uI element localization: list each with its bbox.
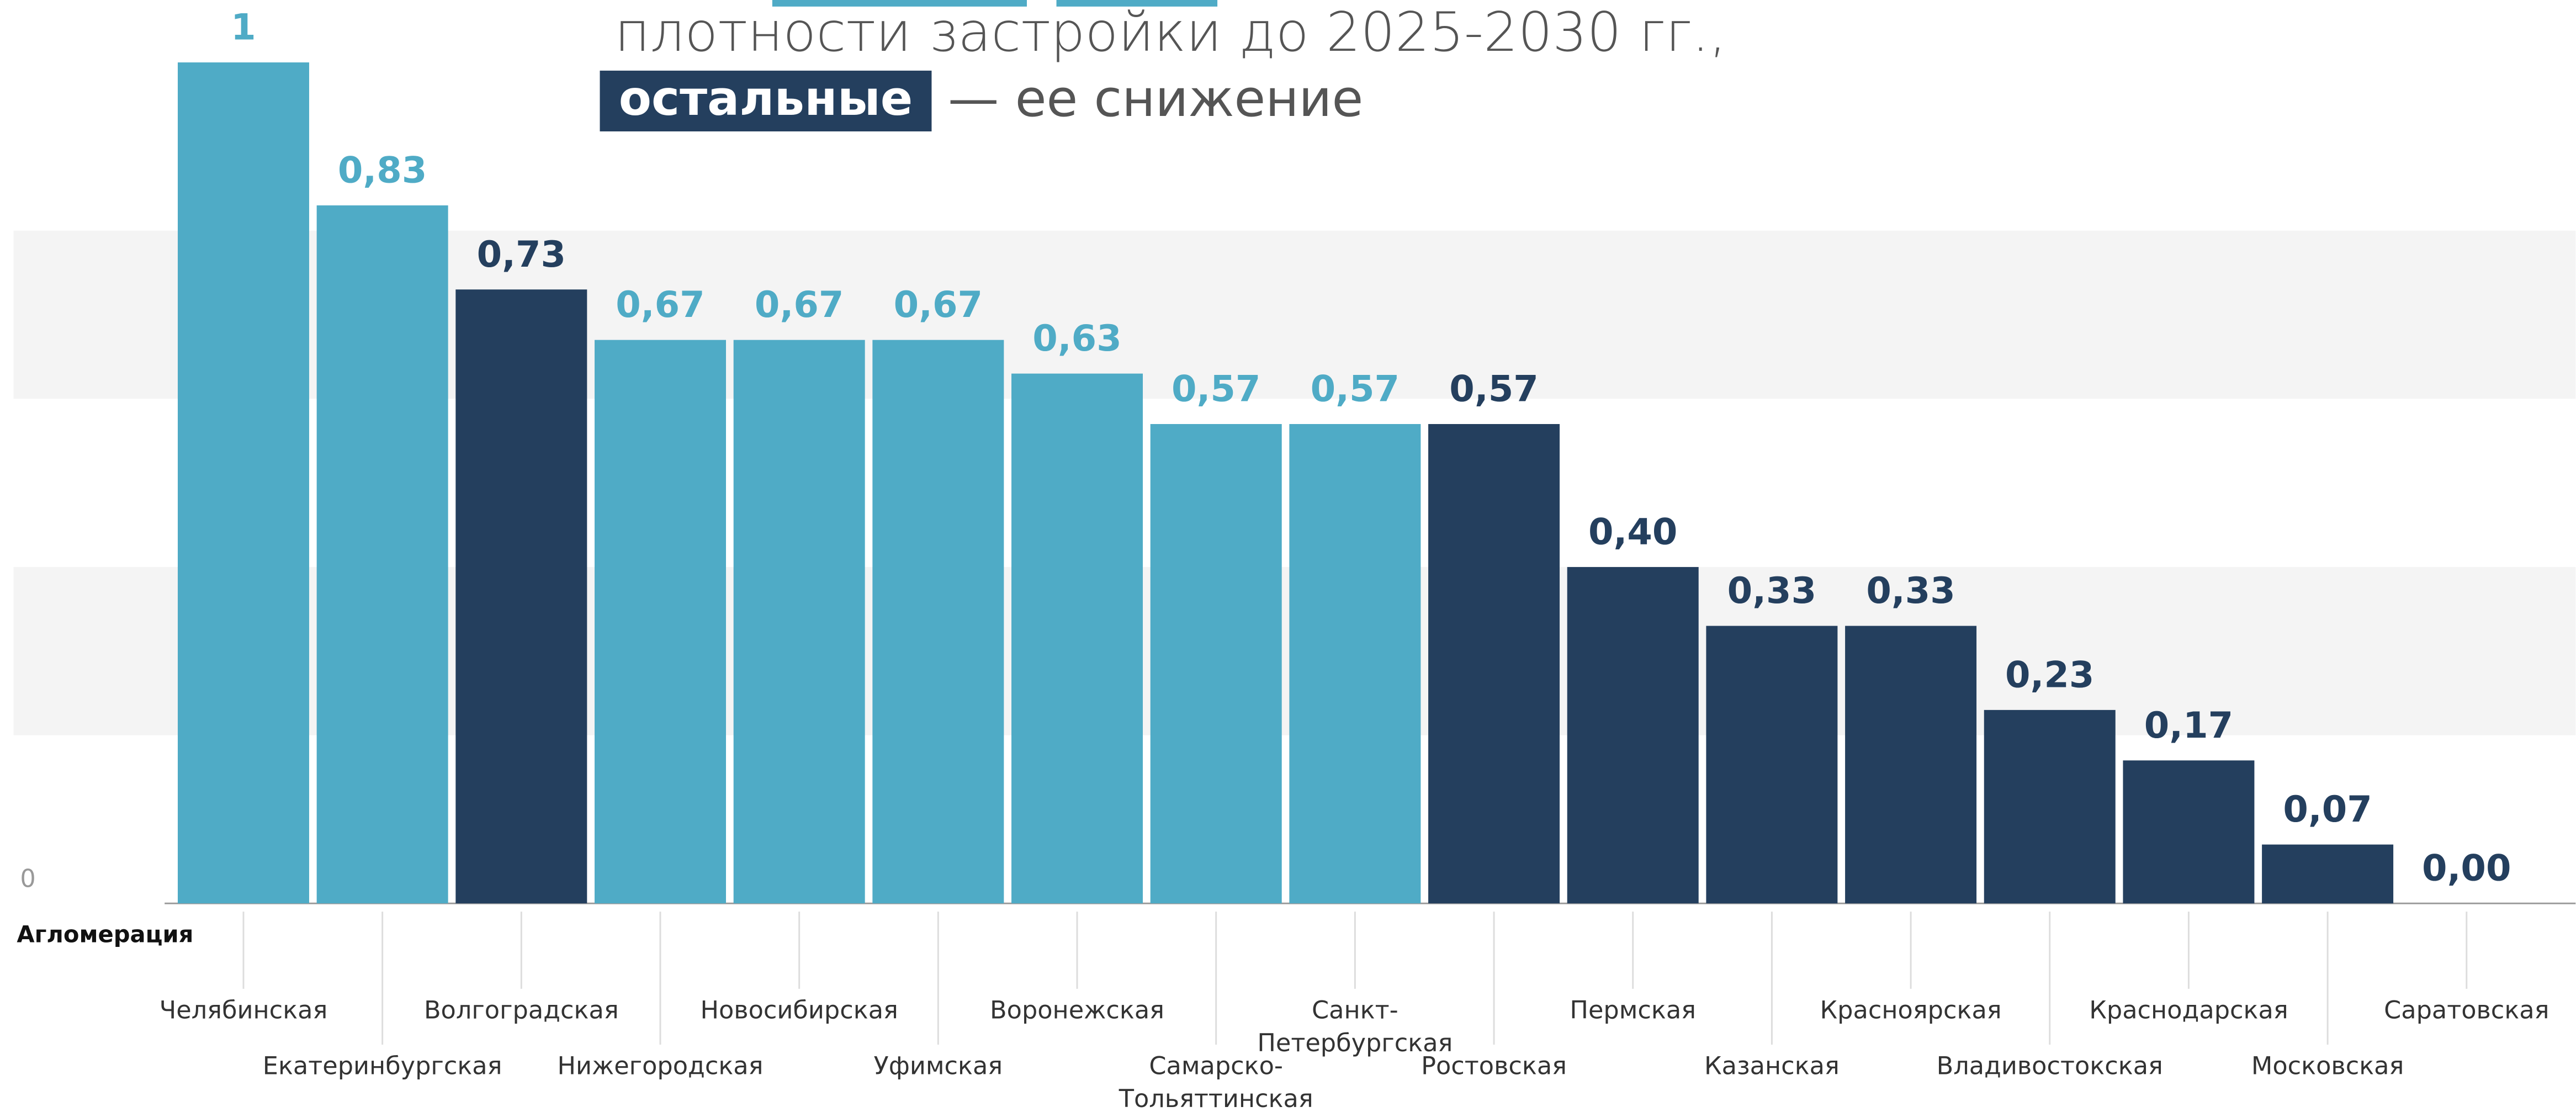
value-label: 0,23 xyxy=(2005,654,2094,696)
value-label: 0,07 xyxy=(2283,788,2372,830)
bar xyxy=(177,62,309,904)
title-highlight-fragment xyxy=(1056,0,1218,7)
x-tick-label: Краснодарская xyxy=(2089,996,2288,1025)
value-label: 0,67 xyxy=(894,284,983,326)
value-label: 0,63 xyxy=(1032,317,1121,359)
value-label: 0,67 xyxy=(616,284,704,326)
bar xyxy=(1845,626,1977,904)
value-label: 0,17 xyxy=(2144,705,2233,746)
value-label: 0,57 xyxy=(1449,368,1538,410)
x-tick-label: Санкт-Петербургская xyxy=(1257,996,1453,1057)
x-tick-label: Новосибирская xyxy=(700,996,898,1025)
x-tick-label: Самарско-Тольяттинская xyxy=(1119,1052,1313,1112)
value-label: 0,33 xyxy=(1727,570,1816,612)
value-label: 0,00 xyxy=(2422,848,2511,889)
x-tick-label: Екатеринбургская xyxy=(263,1052,502,1081)
value-label: 0,33 xyxy=(1866,570,1955,612)
bar xyxy=(1289,423,1421,904)
bar xyxy=(1567,566,1699,904)
bar xyxy=(2123,760,2255,904)
value-label: 0,83 xyxy=(338,150,427,192)
x-tick-label: Воронежская xyxy=(990,996,1164,1025)
bar xyxy=(1428,423,1560,904)
bar xyxy=(1011,373,1143,904)
bar xyxy=(872,340,1004,904)
x-tick-label: Московская xyxy=(2251,1052,2404,1081)
x-tick-label: Красноярская xyxy=(1820,996,2002,1025)
chart-title-rest: — ее снижение xyxy=(948,68,1363,128)
x-tick-label: Пермская xyxy=(1570,996,1696,1025)
x-tick-label: Казанская xyxy=(1704,1052,1840,1081)
title-highlight-fragment xyxy=(772,0,1027,7)
value-label: 1 xyxy=(231,7,256,49)
value-label: 0,67 xyxy=(755,284,844,326)
bar xyxy=(316,205,448,904)
value-label: 0,73 xyxy=(477,234,566,276)
bar xyxy=(1706,626,1838,904)
bar xyxy=(733,340,865,904)
value-label: 0,57 xyxy=(1172,368,1260,410)
x-tick-label: Владивостокская xyxy=(1937,1052,2163,1081)
value-label: 0,40 xyxy=(1588,511,1677,553)
bar xyxy=(1150,423,1282,904)
x-tick-label: Уфимская xyxy=(874,1052,1003,1081)
y-tick-label: 0 xyxy=(20,865,35,893)
title-highlight-box xyxy=(600,70,932,131)
x-tick-label: Волгоградская xyxy=(424,996,619,1025)
chart-title-highlight: остальные xyxy=(619,71,913,126)
value-label: 0,57 xyxy=(1311,368,1400,410)
bar xyxy=(455,289,587,904)
chart-title: плотности застройки до 2025-2030 гг., xyxy=(614,1,1726,64)
x-tick-label: Нижегородская xyxy=(557,1052,763,1081)
x-axis-label: Агломерация xyxy=(17,921,193,948)
x-tick-label: Челябинская xyxy=(160,996,328,1025)
x-tick-label: Ростовская xyxy=(1421,1052,1567,1081)
bar xyxy=(595,340,726,904)
x-tick-label: Саратовская xyxy=(2384,996,2549,1025)
bar xyxy=(2262,844,2394,904)
bar xyxy=(1984,709,2116,904)
